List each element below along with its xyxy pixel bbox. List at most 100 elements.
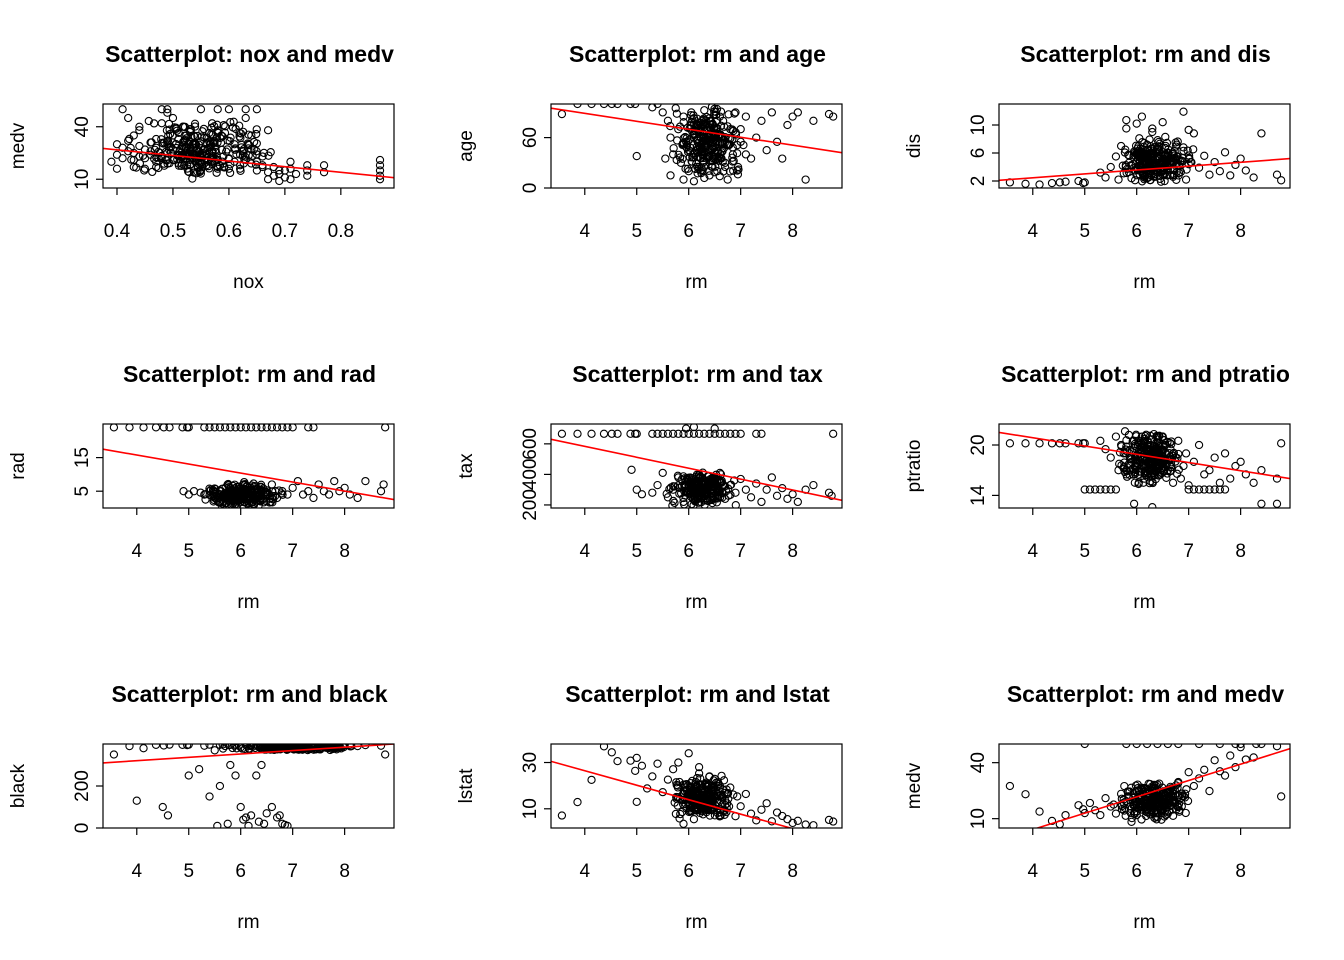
data-point: [741, 112, 751, 121]
data-point: [1180, 793, 1190, 802]
data-point: [205, 792, 214, 801]
data-point: [689, 785, 699, 795]
x-tick-label: 8: [1235, 221, 1246, 242]
data-point: [829, 429, 838, 438]
data-point: [690, 490, 699, 499]
data-point: [824, 109, 834, 119]
data-point: [681, 424, 691, 433]
data-point: [689, 424, 699, 432]
y-axis-label: ptratio: [904, 440, 925, 493]
data-point: [1021, 439, 1030, 448]
data-point: [1132, 461, 1141, 471]
data-point: [241, 113, 250, 123]
data-point: [1142, 453, 1152, 462]
data-point: [1194, 485, 1204, 494]
data-point: [658, 429, 667, 438]
data-point: [762, 799, 771, 808]
data-point: [1210, 485, 1219, 494]
scatter-chart: Scatterplot: rm and age rm age 4 5 6 7 8 0 60: [456, 41, 843, 293]
data-point: [1171, 138, 1180, 147]
scatter-panel: Scatterplot: rm and age rm age 4 5 6 7 8 0 60: [448, 0, 896, 320]
data-point: [184, 490, 193, 499]
data-point: [1184, 125, 1193, 135]
data-point: [210, 746, 219, 755]
scatter-chart: Scatterplot: rm and rad rm rad 4 5 6 7 8 5 15: [8, 361, 395, 613]
data-point: [705, 429, 714, 438]
x-tick-label: 5: [1079, 541, 1090, 562]
regression-line: [999, 431, 1290, 480]
x-tick-label: 8: [339, 541, 350, 562]
data-point: [154, 147, 163, 157]
data-point: [1096, 810, 1105, 820]
data-point: [196, 152, 206, 161]
data-point: [714, 132, 723, 141]
data-point: [1162, 138, 1172, 148]
data-point: [1210, 157, 1219, 167]
data-point: [239, 127, 248, 136]
data-point: [241, 744, 251, 749]
x-tick-label: 7: [287, 861, 298, 882]
data-point: [168, 145, 178, 154]
data-point: [726, 783, 735, 792]
data-point: [205, 744, 214, 749]
x-tick-label: 6: [1131, 221, 1142, 242]
data-point: [715, 429, 725, 438]
data-point: [705, 793, 714, 802]
data-point: [213, 164, 222, 173]
data-point: [726, 429, 735, 438]
data-point: [1137, 432, 1147, 441]
data-point: [670, 498, 679, 507]
data-point: [200, 424, 209, 432]
data-point: [720, 429, 730, 438]
data-point: [1080, 178, 1089, 187]
data-point: [298, 744, 308, 749]
data-point: [1249, 753, 1258, 762]
data-point: [211, 485, 220, 494]
scatter-chart: Scatterplot: rm and dis rm dis 4 5 6 7 8 2 6 10: [904, 41, 1291, 293]
data-point: [309, 424, 318, 432]
data-point: [1272, 744, 1282, 751]
data-point: [1122, 115, 1131, 125]
data-point: [330, 476, 339, 486]
data-point: [1074, 439, 1083, 448]
data-point: [246, 744, 256, 751]
data-point: [152, 162, 161, 172]
x-axis-label: rm: [1133, 592, 1155, 613]
data-point: [663, 775, 673, 784]
data-point: [1189, 145, 1198, 154]
data-point: [710, 429, 719, 438]
data-point: [1189, 457, 1199, 466]
regression-line: [999, 157, 1290, 182]
data-point: [375, 155, 385, 165]
data-point: [793, 108, 802, 117]
y-tick-label: 400: [520, 459, 541, 491]
data-point: [1272, 474, 1282, 483]
data-point: [1194, 440, 1204, 450]
data-point: [704, 136, 714, 146]
data-point: [207, 157, 217, 166]
data-point: [318, 744, 328, 751]
data-point: [288, 483, 297, 492]
data-point: [231, 124, 240, 134]
scatter-chart: Scatterplot: rm and ptratio rm ptratio 4 5 6 7…: [904, 361, 1291, 613]
x-tick-label: 7: [735, 861, 746, 882]
data-point: [729, 790, 738, 799]
data-point: [1035, 180, 1044, 188]
data-point: [205, 424, 214, 432]
data-point: [722, 803, 731, 812]
data-point: [679, 112, 688, 121]
data-point: [1129, 793, 1138, 803]
data-point: [1126, 808, 1135, 818]
data-point: [1106, 162, 1115, 172]
data-point: [1111, 485, 1121, 494]
data-point: [1080, 439, 1089, 448]
data-point: [269, 171, 278, 180]
data-point: [695, 798, 704, 807]
data-point: [224, 105, 234, 114]
data-point: [1177, 802, 1186, 811]
data-point: [221, 122, 230, 131]
data-point: [226, 760, 235, 770]
data-point: [648, 104, 657, 112]
data-point: [788, 112, 797, 121]
data-point: [257, 744, 266, 750]
